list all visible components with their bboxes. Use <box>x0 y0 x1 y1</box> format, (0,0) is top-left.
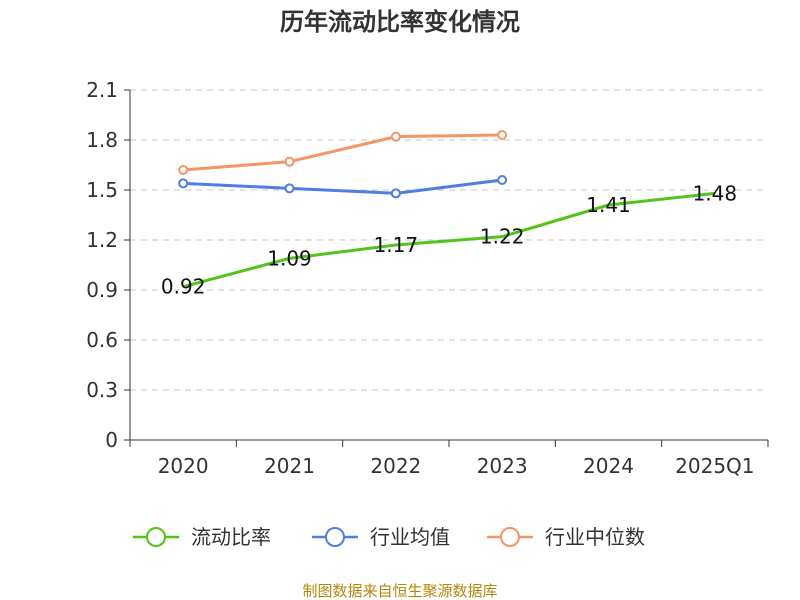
legend-label: 流动比率 <box>191 525 271 549</box>
data-point[interactable] <box>178 178 189 189</box>
data-label: 1.09 <box>267 246 312 270</box>
y-tick-label: 1.2 <box>86 228 118 252</box>
legend-marker <box>146 527 166 547</box>
x-tick-label: 2025Q1 <box>675 454 754 478</box>
y-tick-label: 0 <box>105 428 118 452</box>
data-point[interactable] <box>390 131 401 142</box>
data-label: 0.92 <box>161 275 206 299</box>
y-tick-label: 0.6 <box>86 328 118 352</box>
label-layer: 0.92 1.09 1.17 1.22 1.41 1.48 <box>161 181 737 298</box>
series-line <box>182 191 715 289</box>
legend-item[interactable]: 流动比率 <box>133 525 271 549</box>
y-tick-label: 1.5 <box>86 178 118 202</box>
legend[interactable]: 流动比率 行业均值 行业中位数 <box>133 525 645 549</box>
data-point[interactable] <box>497 130 508 140</box>
y-tick-label: 1.8 <box>86 128 118 152</box>
data-label: 1.48 <box>693 181 738 205</box>
legend-label: 行业均值 <box>370 525 450 549</box>
x-tick-label: 2021 <box>264 454 315 478</box>
data-point[interactable] <box>284 156 295 167</box>
y-tick-label: 0.9 <box>86 278 118 302</box>
x-tick-label: 2022 <box>370 454 421 478</box>
legend-item[interactable]: 行业均值 <box>312 525 450 549</box>
source-note: 制图数据来自恒生聚源数据库 <box>302 582 497 600</box>
series-line <box>183 133 503 172</box>
data-point[interactable] <box>390 188 401 199</box>
data-label: 1.17 <box>374 233 419 257</box>
y-tick-label: 0.3 <box>86 378 118 402</box>
x-tick-label: 2020 <box>158 454 209 478</box>
legend-marker <box>500 527 520 547</box>
series-line <box>183 178 503 195</box>
chart-title: 历年流动比率变化情况 <box>280 8 520 36</box>
data-label: 1.41 <box>586 193 631 217</box>
data-point[interactable] <box>284 183 295 194</box>
data-point[interactable] <box>497 175 508 185</box>
data-point[interactable] <box>178 165 189 175</box>
legend-marker <box>325 527 345 547</box>
legend-label: 行业中位数 <box>545 525 645 549</box>
series-layer <box>178 130 715 289</box>
x-tick-label: 2023 <box>477 454 528 478</box>
data-label: 1.22 <box>480 225 525 249</box>
legend-item[interactable]: 行业中位数 <box>487 525 645 549</box>
x-tick-label: 2024 <box>583 454 634 478</box>
axis-layer: 0 0.3 0.6 0.9 1.2 1.5 1.8 2.1 2020 2021 2022 2023 20… <box>86 78 769 478</box>
y-tick-label: 2.1 <box>86 78 118 102</box>
